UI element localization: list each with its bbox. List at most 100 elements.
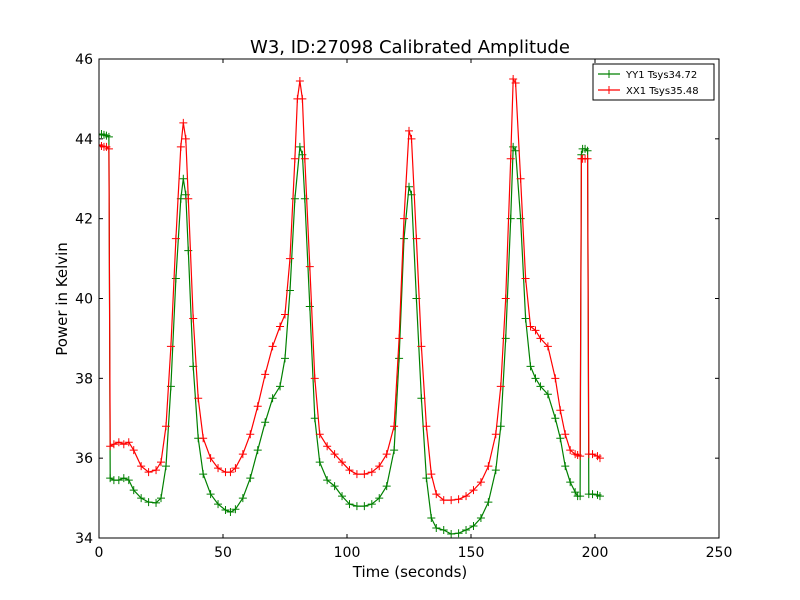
series-1 bbox=[99, 130, 604, 538]
data-point bbox=[179, 118, 188, 127]
data-point bbox=[310, 414, 319, 423]
data-point bbox=[181, 134, 190, 143]
data-point bbox=[395, 334, 404, 343]
data-point bbox=[543, 390, 552, 399]
data-point bbox=[496, 422, 505, 431]
legend-item: XX1 Tsys35.48 bbox=[598, 86, 699, 97]
data-point bbox=[106, 442, 115, 451]
data-point bbox=[206, 490, 215, 499]
y-tick-label: 38 bbox=[75, 371, 93, 387]
data-point bbox=[511, 146, 520, 155]
data-point bbox=[427, 470, 436, 479]
data-point bbox=[556, 434, 565, 443]
data-point bbox=[462, 492, 471, 501]
data-point bbox=[506, 154, 515, 163]
data-point bbox=[189, 314, 198, 323]
data-point bbox=[231, 505, 240, 514]
data-point bbox=[290, 154, 299, 163]
plot-area bbox=[99, 74, 604, 538]
data-point bbox=[246, 474, 255, 483]
data-point bbox=[526, 322, 535, 331]
data-point bbox=[109, 440, 118, 449]
data-point bbox=[238, 494, 247, 503]
legend-item: YY1 Tsys34.72 bbox=[598, 70, 697, 81]
data-point bbox=[469, 486, 478, 495]
data-point bbox=[526, 362, 535, 371]
x-axis-label: Time (seconds) bbox=[352, 563, 468, 581]
y-tick-label: 36 bbox=[75, 451, 93, 467]
data-point bbox=[305, 262, 314, 271]
data-point bbox=[566, 446, 575, 455]
data-point bbox=[124, 438, 133, 447]
data-point bbox=[144, 468, 153, 477]
data-point bbox=[516, 214, 525, 223]
data-point bbox=[390, 422, 399, 431]
data-point bbox=[310, 374, 319, 383]
data-point bbox=[407, 134, 416, 143]
data-point bbox=[352, 470, 361, 479]
data-point bbox=[531, 374, 540, 383]
data-point bbox=[114, 476, 123, 485]
data-point bbox=[521, 274, 530, 283]
data-point bbox=[484, 498, 493, 507]
data-point bbox=[300, 154, 309, 163]
data-point bbox=[476, 514, 485, 523]
data-point bbox=[253, 402, 262, 411]
data-point bbox=[432, 490, 441, 499]
y-tick-label: 44 bbox=[75, 132, 93, 148]
y-axis-label: Power in Kelvin bbox=[53, 242, 71, 356]
data-point bbox=[588, 490, 597, 499]
data-point bbox=[323, 476, 332, 485]
data-point bbox=[226, 468, 235, 477]
data-point bbox=[447, 530, 456, 538]
data-point bbox=[119, 474, 128, 483]
data-point bbox=[268, 342, 277, 351]
data-point bbox=[295, 76, 304, 85]
data-point bbox=[390, 446, 399, 455]
data-point bbox=[338, 492, 347, 501]
data-point bbox=[511, 78, 520, 87]
legend-box bbox=[592, 63, 715, 101]
data-point bbox=[360, 470, 369, 479]
data-point bbox=[330, 450, 339, 459]
legend-label: XX1 Tsys35.48 bbox=[626, 86, 699, 97]
data-point bbox=[231, 464, 240, 473]
data-point bbox=[315, 458, 324, 467]
y-tick-label: 34 bbox=[75, 531, 93, 547]
data-point bbox=[226, 508, 235, 517]
data-point bbox=[345, 500, 354, 509]
data-point bbox=[382, 450, 391, 459]
data-point bbox=[214, 500, 223, 509]
data-point bbox=[583, 146, 592, 155]
data-point bbox=[469, 522, 478, 531]
data-point bbox=[439, 496, 448, 505]
data-point bbox=[536, 382, 545, 391]
legend-marker bbox=[605, 70, 613, 78]
data-point bbox=[315, 430, 324, 439]
data-point bbox=[281, 354, 289, 363]
data-point bbox=[531, 326, 540, 335]
data-point bbox=[199, 434, 208, 443]
data-point bbox=[221, 506, 230, 515]
data-point bbox=[171, 274, 180, 283]
data-point bbox=[595, 492, 604, 501]
data-point bbox=[566, 478, 575, 487]
data-point bbox=[268, 394, 277, 403]
data-point bbox=[305, 302, 314, 311]
legend-marker bbox=[605, 86, 613, 94]
data-point bbox=[106, 474, 115, 483]
data-point bbox=[179, 174, 188, 183]
data-point bbox=[576, 452, 585, 461]
data-point bbox=[382, 482, 391, 491]
data-point bbox=[298, 94, 307, 103]
data-point bbox=[551, 414, 560, 423]
data-point bbox=[588, 450, 597, 459]
y-tick-label: 46 bbox=[75, 52, 93, 68]
data-point bbox=[405, 126, 413, 135]
data-point bbox=[360, 502, 369, 511]
data-point bbox=[246, 430, 255, 439]
data-point bbox=[206, 454, 215, 463]
data-point bbox=[104, 144, 113, 153]
chart-title: W3, ID:27098 Calibrated Amplitude bbox=[250, 37, 570, 58]
data-point bbox=[114, 438, 123, 447]
